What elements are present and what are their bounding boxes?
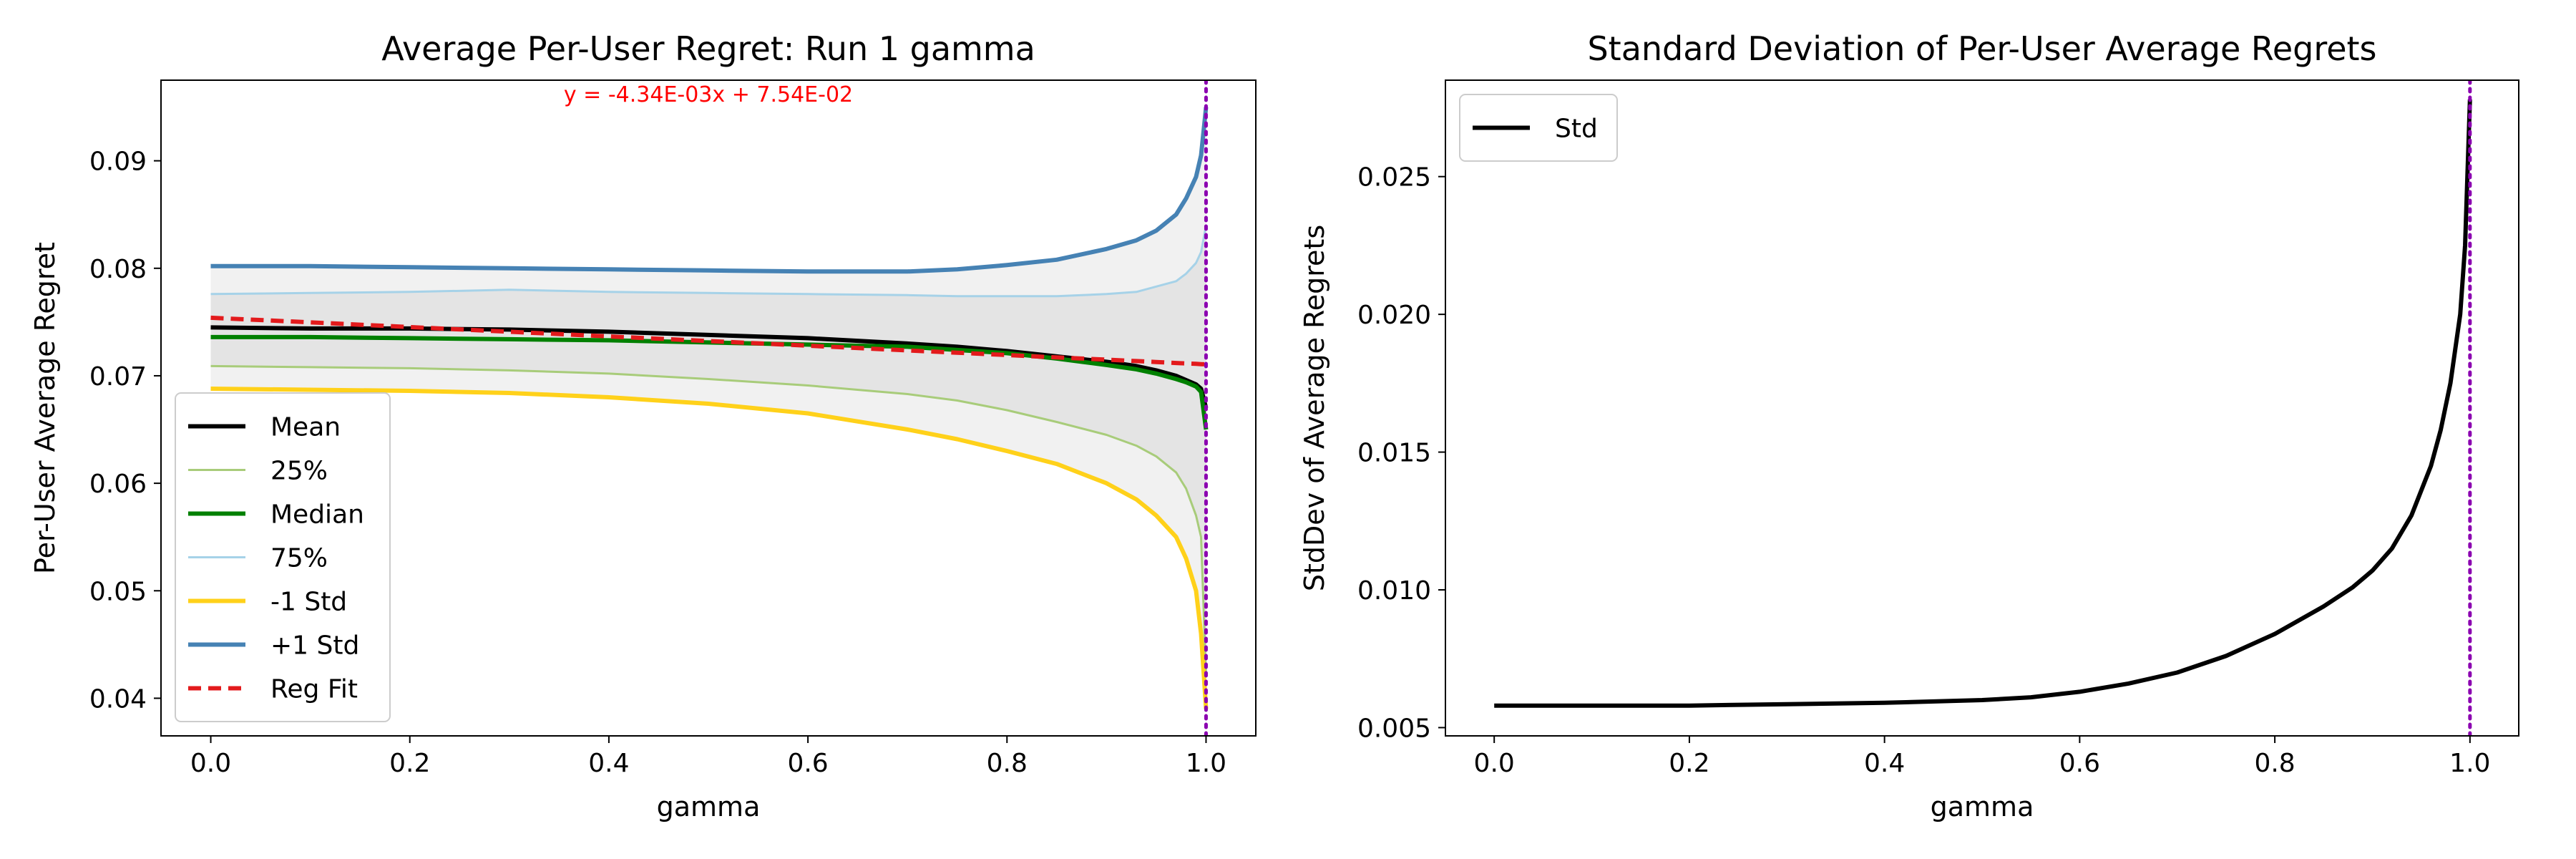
- y-tick-label: 0.005: [1357, 714, 1431, 743]
- x-axis-label: gamma: [1931, 791, 2034, 822]
- legend-label: Mean: [270, 413, 341, 442]
- series-line-75: [210, 225, 1207, 298]
- y-axis-label: Per-User Average Regret: [29, 242, 61, 574]
- series-line-1-std: [210, 107, 1209, 274]
- x-tick-label: 0.4: [1864, 749, 1905, 778]
- legend-label: -1 Std: [270, 588, 347, 617]
- x-tick-label: 1.0: [1186, 749, 1226, 778]
- y-tick-label: 0.025: [1357, 163, 1431, 193]
- x-tick-label: 0.0: [1474, 749, 1515, 778]
- y-tick-label: 0.09: [89, 147, 147, 177]
- chart-2: 0.0 0.2 0.4 0.6 0.8 1.0 0.005 0.010 0.015 0.020 0.…: [1299, 29, 2519, 822]
- x-axis-label: gamma: [657, 791, 761, 822]
- x-tick-label: 0.8: [987, 749, 1028, 778]
- legend: Std: [1459, 94, 1618, 162]
- series-line-median: [210, 334, 1209, 430]
- y-tick-label: 0.08: [89, 255, 147, 284]
- x-tick-label: 1.0: [2449, 749, 2490, 778]
- x-tick-label: 0.6: [2059, 749, 2100, 778]
- legend-label: 25%: [270, 457, 328, 486]
- y-tick-label: 0.05: [89, 577, 147, 606]
- y-tick-label: 0.04: [89, 684, 147, 714]
- plot-area: [1494, 80, 2472, 736]
- legend-label: +1 Std: [270, 631, 359, 661]
- y-tick-label: 0.015: [1357, 439, 1431, 468]
- regression-equation: y = -4.34E-03x + 7.54E-02: [564, 82, 853, 107]
- legend-label: 75%: [270, 544, 328, 573]
- y-tick-label: 0.010: [1357, 576, 1431, 606]
- x-tick-label: 0.6: [787, 749, 828, 778]
- series-points-std: [1494, 100, 2470, 706]
- axes-frame: [1445, 79, 2519, 737]
- series-points-1-std: [210, 107, 1206, 271]
- x-tick-label: 0.4: [588, 749, 629, 778]
- legend-label: Median: [270, 500, 364, 530]
- legend-label: Std: [1555, 115, 1598, 144]
- y-tick-label: 0.06: [89, 470, 147, 499]
- legend-box: [1459, 94, 1618, 162]
- series-line-1-std: [210, 387, 1209, 709]
- axes-frame: [160, 79, 1257, 737]
- chart-title: Average Per-User Regret: Run 1 gamma: [381, 29, 1035, 68]
- legend-box: [175, 392, 391, 722]
- x-tick-label: 0.8: [2254, 749, 2295, 778]
- y-axis-label: StdDev of Average Regrets: [1299, 225, 1330, 591]
- chart-1: 0.0 0.2 0.4 0.6 0.8 1.0 0.04 0.05 0.06 0.07 0.08 0.…: [29, 29, 1257, 822]
- legend: Mean 25% Median 75% -1 Std +1 Std Reg Fit: [175, 392, 391, 722]
- chart-title: Standard Deviation of Per-User Average R…: [1587, 29, 2376, 68]
- x-tick-label: 0.0: [190, 749, 231, 778]
- series-line-25: [210, 364, 1207, 677]
- series-line-std: [1494, 99, 2472, 708]
- y-tick-label: 0.07: [89, 362, 147, 392]
- y-tick-label: 0.020: [1357, 301, 1431, 330]
- x-tick-label: 0.2: [1669, 749, 1709, 778]
- legend-label: Reg Fit: [270, 675, 358, 704]
- plot-area: [210, 80, 1209, 736]
- x-tick-label: 0.2: [389, 749, 430, 778]
